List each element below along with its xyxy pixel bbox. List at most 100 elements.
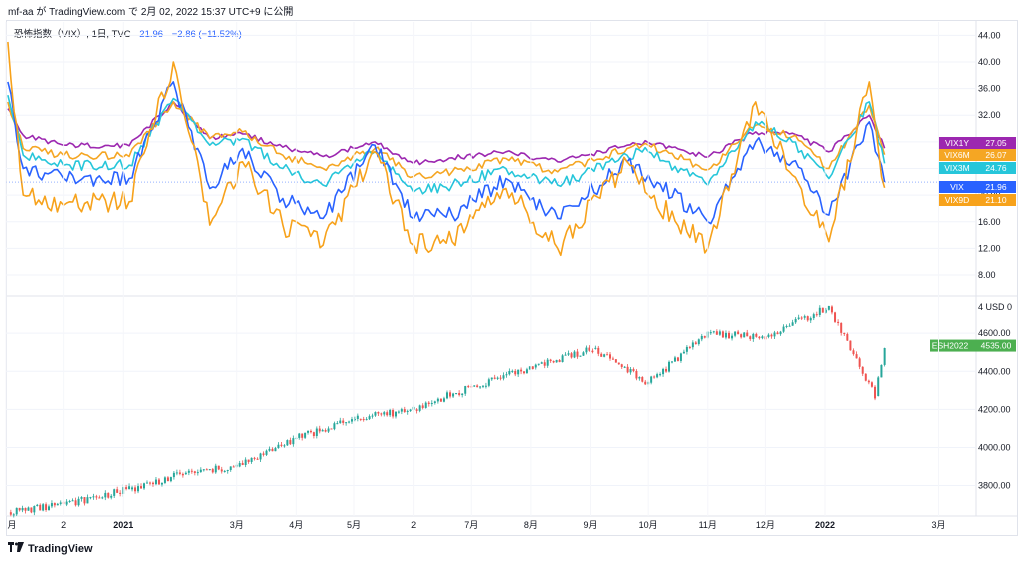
candle-body [371, 415, 374, 417]
candle-body [98, 497, 101, 499]
candle-body [27, 507, 30, 511]
candle-body [473, 385, 476, 387]
candle-body [145, 482, 148, 484]
chart-legend[interactable]: 恐怖指数（VIX）, 1日, TVC 21.96 −2.86 (−11.52%) [14, 26, 242, 40]
candle-body [585, 347, 588, 353]
candle-body [461, 393, 464, 396]
candle-body [746, 332, 749, 337]
candle-body [883, 347, 886, 365]
candle-body [588, 347, 591, 351]
candle-body [688, 346, 691, 348]
candle-body [534, 364, 537, 368]
candle-body [415, 409, 418, 411]
candle-body [274, 448, 277, 452]
x-tick-label: 5月 [347, 520, 361, 530]
candle-body [427, 402, 430, 404]
candle-body [537, 363, 540, 365]
candle-body [609, 354, 612, 359]
candle-body [606, 354, 609, 356]
candle-body [749, 336, 752, 340]
candle-body [758, 336, 761, 339]
candle-body [289, 440, 292, 445]
series-line-vix1y [7, 101, 886, 166]
candle-body [131, 487, 134, 490]
series-tag-value-vix1y: 27.05 [985, 138, 1007, 148]
candle-body [283, 445, 286, 447]
candle-body [623, 366, 626, 368]
candle-body [724, 332, 727, 338]
series-tag-name-vix3m [938, 162, 976, 174]
y-tick-label-es: 4400.00 [978, 366, 1011, 376]
candle-body [336, 423, 339, 425]
candle-body [65, 501, 68, 505]
candle-body [392, 410, 395, 417]
candle-body [611, 358, 614, 360]
candle-body [840, 322, 843, 333]
candle-body [309, 430, 312, 433]
candle-body [803, 316, 806, 318]
candle-body [743, 332, 746, 338]
candle-body [755, 333, 758, 337]
futures-tag-name: ESH2022 [932, 341, 969, 351]
candle-body [12, 514, 15, 516]
series-tag-value-bg-vix1y [976, 137, 1016, 149]
candle-body [418, 405, 421, 411]
candle-body [549, 359, 552, 361]
candle-body [271, 448, 274, 452]
series-line-vix9d [7, 41, 886, 257]
candle-body [712, 331, 715, 333]
candle-body [430, 403, 433, 405]
candle-body [178, 472, 181, 474]
candle-body [721, 331, 724, 338]
candle-body [321, 430, 324, 432]
series-tag-name-vix6m [938, 149, 976, 161]
candle-body [244, 459, 247, 465]
candle-body [333, 423, 336, 430]
candle-body [377, 412, 380, 414]
candle-body [626, 366, 629, 373]
candle-body [50, 503, 53, 507]
legend-title: 恐怖指数（VIX）, 1日, TVC [14, 29, 131, 40]
candle-body [259, 453, 262, 460]
series-tag-name-vix9d [938, 194, 976, 206]
candle-body [614, 359, 617, 363]
x-tick-label: 10月 [639, 520, 658, 530]
candle-body [629, 369, 632, 373]
candle-body [788, 325, 791, 327]
y-tick-label-vix: 8.00 [978, 270, 996, 280]
candle-body [603, 354, 606, 357]
candle-body [48, 506, 51, 511]
candle-body [877, 377, 880, 397]
candle-body [740, 334, 743, 338]
candle-body [685, 346, 688, 352]
candle-body [855, 354, 858, 359]
series-tag-label-vix3m: VIX3M [944, 163, 970, 173]
candle-body [389, 410, 392, 416]
series-tag-value-vix: 21.96 [985, 182, 1007, 192]
candle-body [365, 419, 368, 421]
candle-body [190, 470, 193, 472]
candle-body [436, 398, 439, 402]
series-tag-label-vix6m: VIX6M [944, 150, 970, 160]
footer[interactable]: TradingView [8, 542, 93, 555]
series-tag-label-vix1y: VIX1Y [945, 138, 969, 148]
candle-body [56, 503, 59, 506]
candle-body [193, 471, 196, 473]
candle-body [383, 412, 386, 415]
candle-body [148, 482, 151, 484]
candle-body [818, 307, 821, 315]
candle-body [582, 352, 585, 356]
candle-body [570, 353, 573, 358]
candle-body [353, 418, 356, 420]
candle-body [181, 473, 184, 476]
series-tag-name-vix [938, 181, 976, 193]
x-tick-label: 12月 [756, 520, 775, 530]
candle-body [137, 486, 140, 492]
candle-body [508, 371, 511, 375]
candle-body [128, 486, 131, 490]
candle-body [184, 472, 187, 475]
unit-tag: 4 USD 0 [978, 302, 1012, 312]
candle-body [348, 421, 351, 423]
candle-body [262, 453, 265, 455]
